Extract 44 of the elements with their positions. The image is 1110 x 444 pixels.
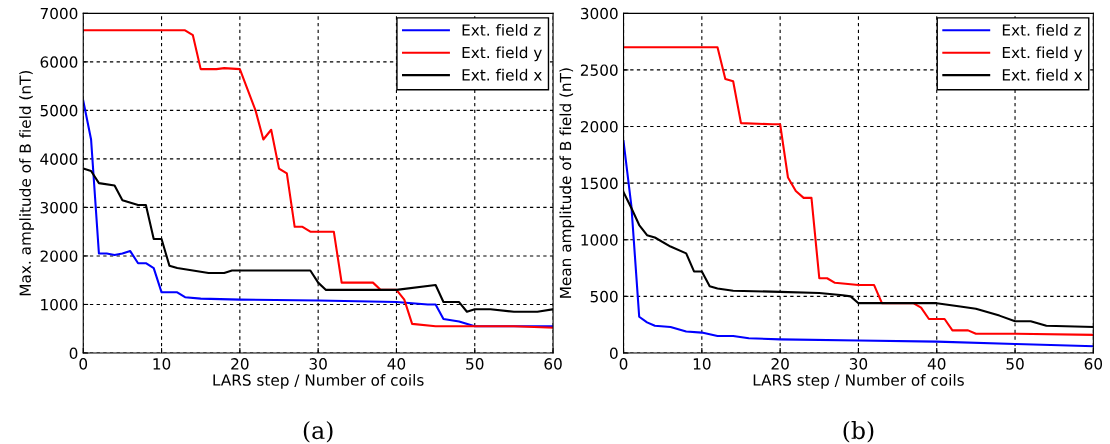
x-tick-label: 0: [79, 358, 88, 370]
y-tick-label: 500: [590, 290, 618, 303]
x-tick-label: 60: [544, 358, 562, 370]
y-tick-label: 0: [609, 347, 618, 359]
text: (a): [303, 420, 333, 443]
x-tick-label: 20: [231, 358, 249, 370]
x-tick-label: 40: [927, 358, 946, 370]
y-tick-label: 1000: [581, 234, 618, 246]
y-tick-label: 3000: [580, 7, 618, 20]
legend-label: Ext. field x: [1002, 68, 1083, 81]
y-tick-label: 5000: [40, 104, 78, 117]
x-tick-label: 10: [693, 358, 711, 370]
legend-label: Ext. field z: [462, 24, 541, 36]
y-tick-label: 2000: [580, 121, 618, 133]
legend-label: Ext. field y: [1002, 46, 1083, 62]
x-tick-label: 30: [849, 358, 868, 370]
x-tick-label: 10: [153, 358, 171, 370]
x-tick-label: 40: [387, 358, 406, 370]
x-tick-label: 50: [1006, 358, 1024, 370]
line-series: [623, 140, 1094, 348]
y-tick-label: 1500: [581, 177, 618, 190]
x-axis-title: LARS step / Number of coils: [213, 374, 424, 389]
line-series: [623, 46, 1094, 336]
x-tick-label: 20: [771, 358, 789, 370]
y-tick-label: 6000: [40, 56, 78, 68]
y-tick-label: 3000: [40, 201, 78, 214]
y-tick-label: 1000: [41, 298, 78, 311]
legend-label: Ext. field z: [1002, 24, 1081, 36]
y-tick-label: 7000: [40, 7, 78, 20]
legend-label: Ext. field x: [462, 68, 542, 81]
y-tick-label: 2000: [40, 250, 78, 262]
y-axis-title: Max. amplitude of B field (nT): [19, 70, 34, 296]
legend-label: Ext. field y: [462, 46, 542, 62]
text: (b): [843, 420, 874, 443]
x-tick-label: 60: [1084, 358, 1103, 370]
x-tick-label: 30: [309, 358, 327, 370]
x-axis-title: LARS step / Number of coils: [753, 374, 964, 389]
y-tick-label: 2500: [580, 64, 618, 76]
line-series: [83, 99, 554, 328]
y-tick-label: 4000: [40, 153, 78, 165]
x-tick-label: 0: [619, 358, 628, 370]
y-tick-label: 0: [69, 347, 78, 359]
y-axis-title: Mean amplitude of B field (nT): [559, 68, 575, 298]
x-tick-label: 50: [466, 358, 484, 370]
